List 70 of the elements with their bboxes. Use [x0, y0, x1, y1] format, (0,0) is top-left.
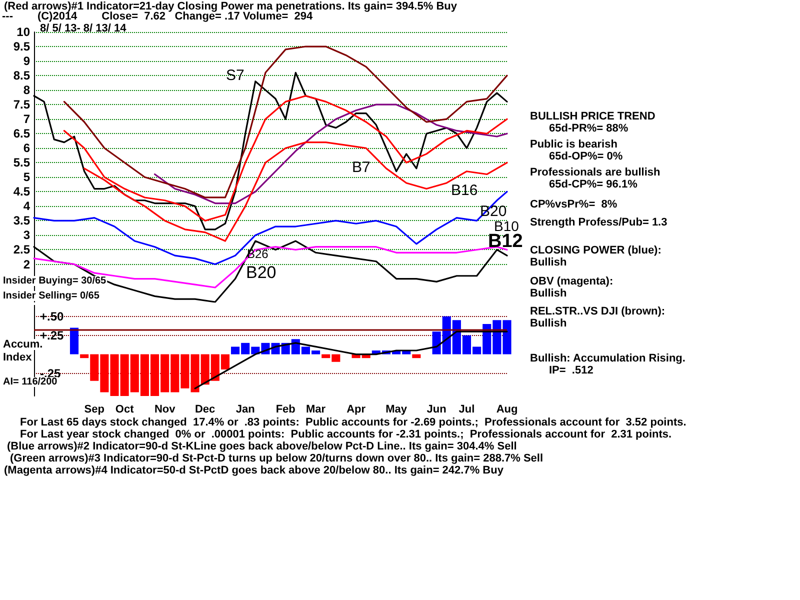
text: Bullish [530, 256, 567, 268]
annotation: B20 [246, 263, 276, 282]
y-tick-label: +.25 [40, 328, 64, 342]
text: Strength Profess/Pub= 1.3 [530, 216, 668, 228]
x-tick-label: Feb [276, 404, 296, 416]
y-tick-label: 6.5 [13, 126, 30, 141]
annotation: Accum. [3, 338, 43, 350]
annotation: B16 [451, 182, 478, 199]
x-tick-label: Nov [154, 404, 176, 416]
annotation: B10 [494, 218, 520, 234]
y-tick-label: 4 [23, 199, 30, 214]
text: Bullish [530, 288, 567, 300]
text: (Blue arrows)#2 Indicator=90-d St-KLine goes back above/below Pct-D Line.. Its gain= 304.4% Sell [7, 440, 517, 452]
y-tick-label: 10 [16, 25, 30, 39]
text: (Green arrows)#3 Indicator=90-d St-Pct-D turns up below 20/turns down over 80.. Its gain= 288.7% Sell [10, 452, 544, 464]
text: Bullish [530, 318, 567, 330]
y-tick-label: 5 [23, 170, 30, 184]
annotation: B7 [352, 159, 370, 176]
chart-title: (Red arrows)#1 Indicator=21-day Closing Power ma penetrations. Its gain= 394.5% Buy [4, 0, 458, 12]
bar [412, 354, 421, 358]
y-tick-label: 7 [23, 112, 30, 126]
x-tick-label: Aug [496, 404, 518, 416]
text: Index [3, 352, 33, 364]
x-tick-label: Jul [458, 404, 475, 416]
chart-subtitle: --- (C)2014 Close= 7.62 Change= .17 Volume= 294 [2, 10, 314, 22]
annotation: B12 [488, 231, 523, 252]
text: OBV (magenta): [530, 276, 614, 288]
text: BULLISH PRICE TREND [530, 110, 656, 122]
text: CLOSING POWER (blue): [530, 244, 662, 256]
x-tick-label: Mar [306, 404, 326, 416]
text: Public is bearish [530, 138, 618, 150]
y-tick-label: 5.5 [13, 156, 30, 170]
y-tick-label: 7.5 [13, 98, 30, 112]
annotation: 8/ 5/ 13- 8/ 13/ 14 [40, 22, 128, 34]
y-tick-label: 3.5 [13, 214, 30, 228]
text: 65d-OP%= 0% [549, 150, 623, 162]
text: 65d-PR%= 88% [549, 122, 628, 134]
x-tick-label: Oct [115, 404, 134, 416]
x-tick-label: Jan [236, 404, 256, 416]
text: IP= .512 [549, 364, 594, 376]
x-tick-label: Apr [346, 404, 366, 416]
y-tick-label: 9 [23, 54, 30, 68]
y-tick-label: +.50 [40, 309, 64, 324]
y-tick-label: 9.5 [13, 40, 30, 54]
x-tick-label: Jun [426, 404, 447, 416]
text: (Magenta arrows)#4 Indicator=50-d St-PctD goes back above 20/below 80.. Its gain= 242.7% Buy [4, 464, 504, 476]
y-tick-label: 8.5 [13, 68, 30, 83]
x-tick-label: Dec [194, 404, 216, 416]
x-tick-label: Sep [84, 404, 105, 416]
y-tick-label: 8 [23, 83, 30, 98]
y-tick-label: 2 [23, 257, 30, 272]
y-tick-label: 4.5 [13, 184, 30, 199]
text: Professionals are bullish [530, 166, 660, 178]
annotation: Insider Buying= 30/65 [3, 276, 107, 286]
text: CP%vsPr%= 8% [530, 198, 618, 210]
annotation: S7 [226, 67, 244, 84]
bar [70, 328, 79, 354]
y-tick-label: 6 [23, 141, 30, 156]
line-series [194, 330, 508, 390]
annotation: Insider Selling= 0/65 [3, 290, 100, 302]
x-tick-label: May [386, 404, 408, 416]
text: For Last year stock changed 0% or .00001 points: Public accounts for -2.31 points.; Professionals account for 2.31 points. [20, 428, 672, 440]
text: Bullish: Accumulation Rising. [530, 352, 686, 364]
line-series [63, 46, 508, 198]
line-series [154, 104, 508, 204]
text: 65d-CP%= 96.1% [549, 178, 638, 190]
text: For Last 65 days stock changed 17.4% or .83 points: Public accounts for -2.69 points.; Professionals account for 3.52 points. [20, 416, 686, 428]
y-tick-label: 2.5 [13, 242, 30, 257]
y-tick-label: 3 [23, 228, 30, 242]
text: REL.STR..VS DJI (brown): [530, 306, 666, 318]
